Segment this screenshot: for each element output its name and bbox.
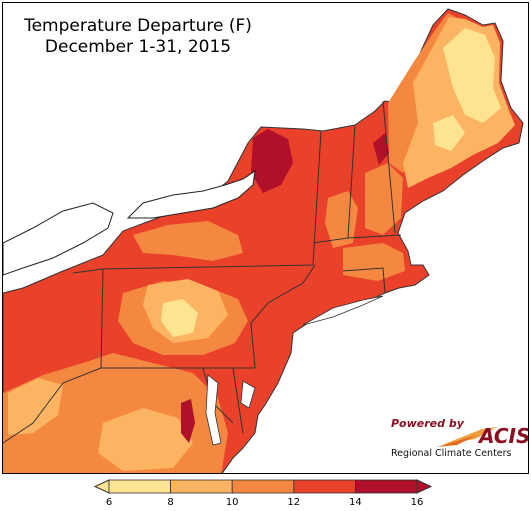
lake-ontario [126,169,256,219]
legend-arrow-low [93,479,110,494]
zone-8-10-virginia [98,408,193,471]
legend-swatch-14-16 [354,479,418,494]
acis-swoosh-icon [437,427,497,447]
legend-tick-label: 6 [105,497,113,508]
legend: 6 8 10 12 14 16 [0,476,531,511]
state-borders [3,100,402,444]
map-title: Temperature Departure (F) [24,16,252,36]
zone-14-16-adirondacks [251,129,293,193]
powered-by-text: Powered by [391,417,464,430]
map-subtitle: December 1-31, 2015 [44,37,232,57]
zone-14-16-new-hampshire [373,133,389,165]
departure-map [3,8,524,473]
legend-tick-label: 12 [287,497,301,508]
legend-swatch-12-14 [293,479,356,494]
rcc-text: Regional Climate Centers [391,448,512,459]
legend-tick-label: 16 [410,497,424,508]
acis-text: ACIS [479,424,529,448]
zone-8-10-west-virginia [8,378,63,435]
map-frame: Temperature Departure (F) December 1-31,… [2,2,529,474]
legend-colorbar [93,479,433,494]
zone-14-16-maryland [181,399,195,443]
zone-6-8-pennsylvania [161,299,198,337]
acis-logo: Powered by ACIS Regional Climate Centers [387,417,528,463]
zone-10-12-massachusetts [343,243,405,281]
legend-tick-label: 10 [225,497,239,508]
legend-swatch-10-12 [231,479,295,494]
legend-tick-label: 14 [349,497,362,508]
legend-swatch-8-10 [170,479,233,494]
zone-6-8-maine-inland [433,115,465,151]
chesapeake-bay [205,374,222,446]
long-island-sound [302,295,384,326]
legend-tick-label: 8 [167,497,174,508]
delaware-bay [240,380,256,409]
legend-arrow-high [416,479,433,494]
zone-10-12-central-ny [133,221,243,261]
lake-erie [3,202,114,276]
legend-swatch-6-8 [108,479,171,494]
zone-6-8-maine-north [443,28,501,123]
